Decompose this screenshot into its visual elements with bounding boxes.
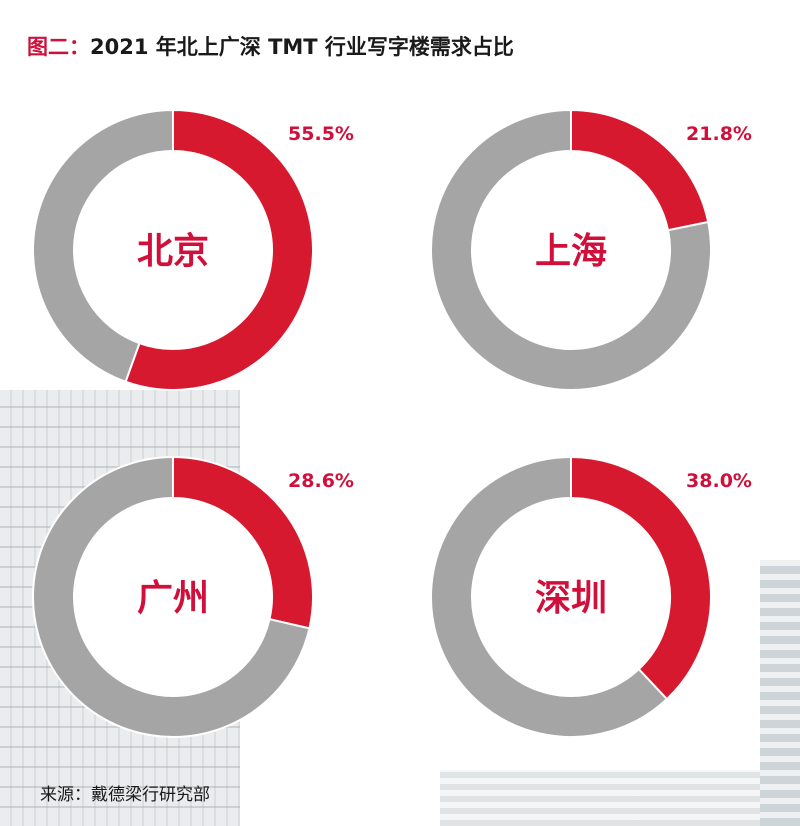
donut-chart-3: 深圳 38.0% xyxy=(430,455,752,738)
percentage-label: 28.6% xyxy=(288,470,354,492)
percentage-label: 21.8% xyxy=(686,123,752,145)
donut-slice-other xyxy=(430,108,712,391)
figure-number: 图二： xyxy=(27,35,90,59)
city-label: 广州 xyxy=(137,578,209,619)
donut-slice-other xyxy=(430,455,669,738)
donut-hole xyxy=(473,499,669,695)
title-text: 2021 年北上广深 TMT 行业写字楼需求占比 xyxy=(90,35,514,59)
percentage-label: 55.5% xyxy=(288,123,354,145)
donut-hole xyxy=(473,152,669,348)
donut-chart-1: 上海 21.8% xyxy=(430,108,752,391)
donut-slice-tmt xyxy=(124,108,314,391)
chart-title: 图二：2021 年北上广深 TMT 行业写字楼需求占比 xyxy=(27,31,514,61)
percentage-label: 38.0% xyxy=(686,470,752,492)
donut-hole xyxy=(75,499,271,695)
donut-hole xyxy=(75,152,271,348)
city-label: 深圳 xyxy=(535,578,607,619)
donut-slice-tmt xyxy=(570,455,712,701)
donut-chart-2: 广州 28.6% xyxy=(32,455,354,738)
background-building-right xyxy=(760,560,800,826)
donut-chart-0: 北京 55.5% xyxy=(32,108,354,391)
city-label: 北京 xyxy=(137,230,209,272)
city-label: 上海 xyxy=(535,231,607,272)
donut-slice-other xyxy=(32,108,174,384)
source-note: 来源：戴德梁行研究部 xyxy=(40,785,210,805)
background-building-bottom xyxy=(440,770,760,826)
donut-slice-other xyxy=(32,455,311,738)
